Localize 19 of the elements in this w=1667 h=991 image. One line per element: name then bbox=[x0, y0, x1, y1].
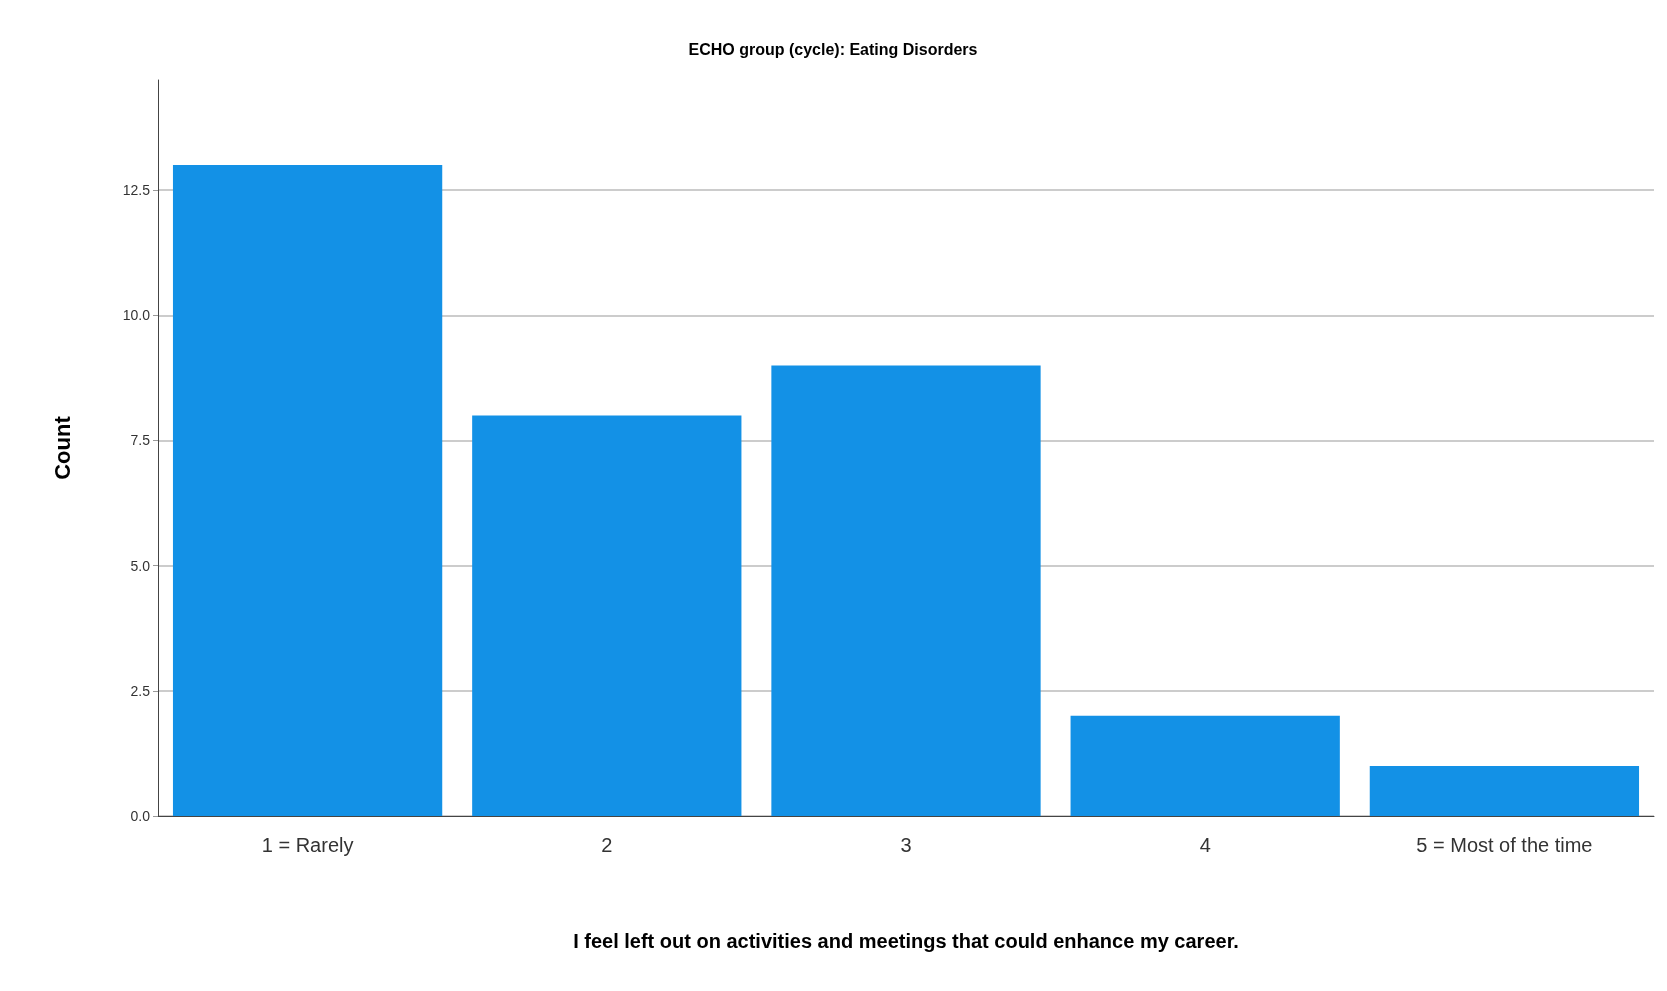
bar bbox=[1070, 715, 1340, 816]
x-tick-label: 1 = Rarely bbox=[261, 834, 354, 856]
bar bbox=[1369, 765, 1640, 816]
x-tick-label: 5 = Most of the time bbox=[1416, 834, 1593, 856]
bar bbox=[771, 365, 1041, 816]
y-tick-label: 10.0 bbox=[122, 307, 151, 324]
y-tick-label: 2.5 bbox=[130, 682, 151, 699]
x-tick-label: 4 bbox=[1199, 834, 1211, 856]
chart-title: ECHO group (cycle): Eating Disorders bbox=[688, 40, 978, 58]
x-tick-label: 3 bbox=[900, 834, 912, 856]
x-axis-title: I feel left out on activities and meetings that could enhance my career. bbox=[573, 930, 1239, 952]
y-tick-label: 12.5 bbox=[122, 182, 151, 199]
y-tick-label: 7.5 bbox=[130, 432, 151, 449]
bar bbox=[472, 415, 742, 816]
y-tick-label: 0.0 bbox=[130, 808, 151, 824]
y-tick-label: 5.0 bbox=[130, 557, 151, 574]
y-axis-title: Count bbox=[49, 415, 75, 480]
x-tick-label: 2 bbox=[601, 834, 613, 856]
bar bbox=[172, 165, 443, 816]
